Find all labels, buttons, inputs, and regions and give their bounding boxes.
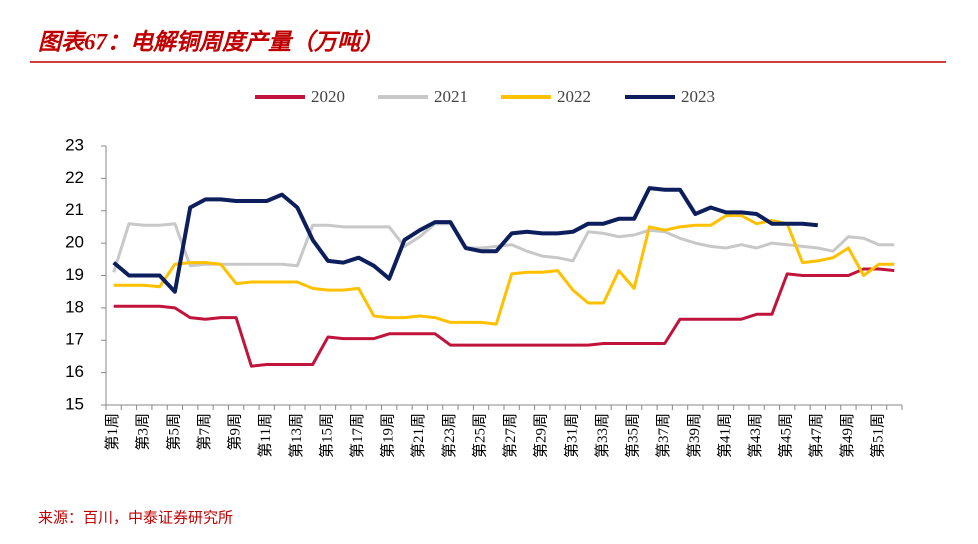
y-tick-label: 23 (65, 135, 84, 154)
x-tick-label: 第19周 (379, 413, 397, 458)
legend-label: 2022 (557, 87, 591, 106)
series-line (112, 222, 895, 273)
y-tick-label: 15 (65, 394, 84, 413)
y-tick-label: 18 (65, 297, 84, 316)
series-line (112, 186, 819, 294)
y-tick-label: 19 (65, 265, 84, 284)
chart-title: 图表67：电解铜周度产量（万吨） (38, 28, 383, 54)
series-line (113, 214, 895, 326)
x-tick-label: 第15周 (317, 413, 335, 458)
x-tick-label: 第27周 (501, 413, 519, 458)
x-tick-label: 第7周 (195, 413, 213, 451)
y-tick-label: 20 (65, 233, 84, 252)
legend-label: 2020 (311, 87, 345, 106)
y-tick-label: 17 (65, 330, 84, 349)
x-tick-label: 第3周 (134, 413, 152, 451)
x-tick-label: 第41周 (715, 413, 733, 458)
x-tick-label: 第35周 (624, 413, 642, 458)
x-tick-label: 第47周 (807, 413, 825, 458)
x-tick-label: 第29周 (532, 413, 550, 458)
x-tick-label: 第11周 (256, 413, 274, 457)
legend-label: 2023 (681, 87, 715, 106)
x-tick-label: 第13周 (287, 413, 305, 458)
y-tick-label: 21 (65, 200, 84, 219)
y-tick-label: 22 (65, 168, 84, 187)
x-tick-label: 第39周 (685, 413, 703, 458)
x-tick-label: 第51周 (868, 413, 886, 458)
x-tick-label: 第37周 (654, 413, 672, 458)
y-tick-label: 16 (65, 362, 84, 381)
x-tick-label: 第49周 (838, 413, 856, 458)
x-tick-label: 第21周 (409, 413, 427, 458)
x-tick-label: 第25周 (470, 413, 488, 458)
x-tick-label: 第1周 (103, 413, 121, 451)
x-tick-label: 第45周 (777, 413, 795, 458)
x-tick-label: 第33周 (593, 413, 611, 458)
x-tick-label: 第43周 (746, 413, 764, 458)
x-tick-label: 第17周 (348, 413, 366, 458)
source: 来源：百川，中泰证券研究所 (38, 509, 233, 526)
legend-label: 2021 (434, 87, 468, 106)
x-tick-label: 第31周 (562, 413, 580, 458)
series-line (113, 267, 895, 368)
x-tick-label: 第9周 (226, 413, 244, 451)
x-tick-label: 第23周 (440, 413, 458, 458)
x-tick-label: 第5周 (164, 413, 182, 451)
